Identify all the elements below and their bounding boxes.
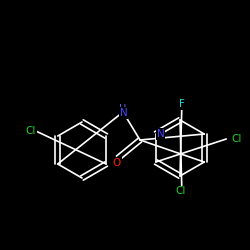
Text: O: O	[112, 158, 121, 168]
Text: Cl: Cl	[26, 126, 36, 136]
Text: Cl: Cl	[176, 186, 186, 196]
Text: H: H	[119, 104, 127, 114]
Text: N: N	[157, 129, 165, 139]
Text: Cl: Cl	[232, 134, 242, 144]
Text: N: N	[120, 108, 128, 118]
Text: F: F	[179, 99, 185, 109]
